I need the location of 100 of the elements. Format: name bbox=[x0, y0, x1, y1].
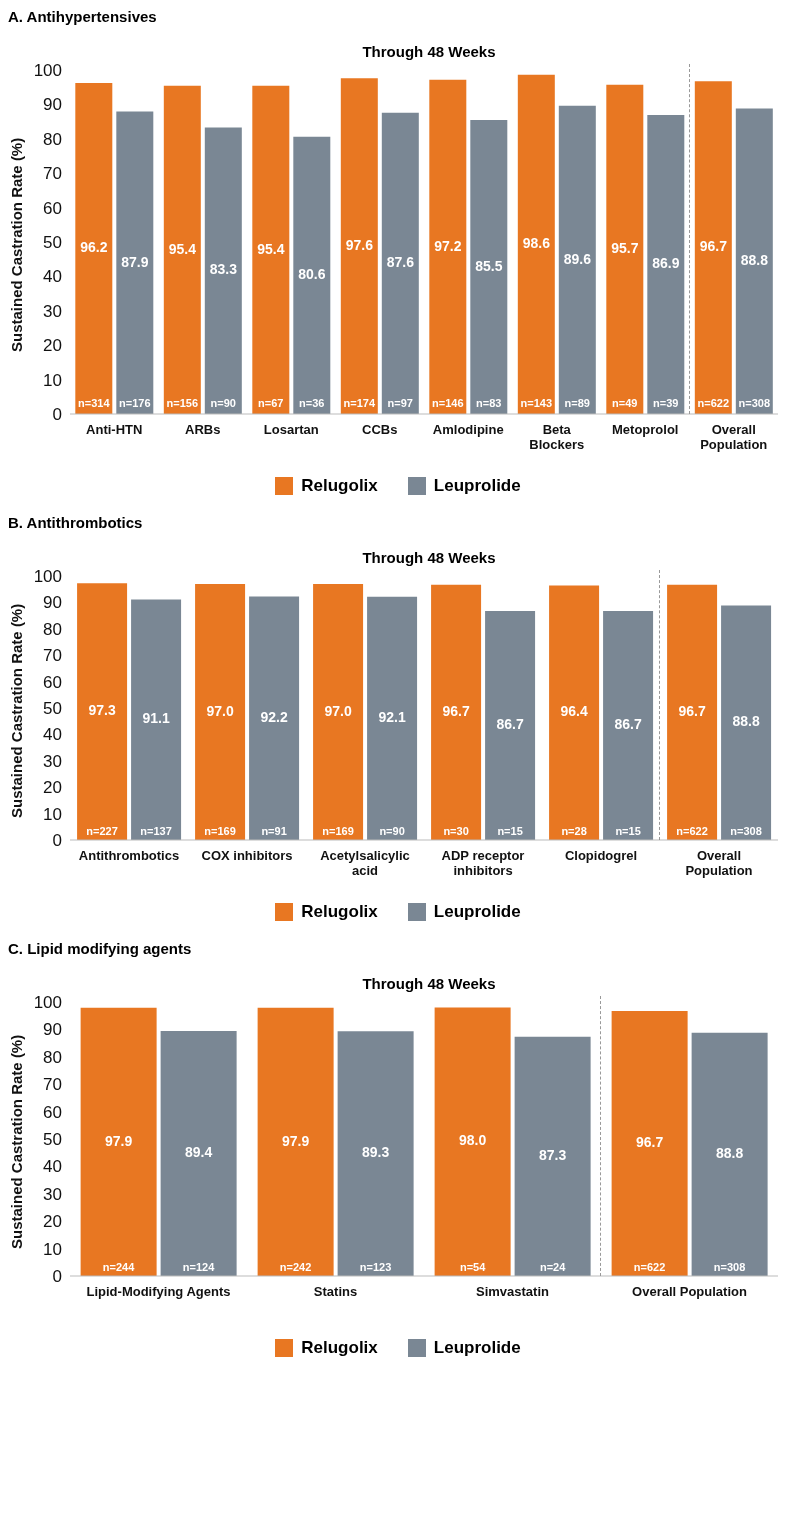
data-label: 88.8 bbox=[715, 1145, 744, 1162]
y-tick-label: 30 bbox=[43, 751, 62, 771]
data-label: 83.3 bbox=[209, 261, 238, 278]
y-tick-label: 100 bbox=[33, 993, 62, 1013]
bar bbox=[381, 112, 419, 414]
y-tick-label: 70 bbox=[43, 1075, 62, 1095]
y-tick-label: 20 bbox=[43, 336, 62, 356]
y-tick-label: 0 bbox=[52, 1267, 62, 1287]
annotation: n=146 bbox=[432, 396, 464, 409]
annotation: n=308 bbox=[713, 1260, 746, 1273]
annotation: n=242 bbox=[279, 1260, 312, 1273]
x-tick-label: ADP receptor inhibitors bbox=[441, 848, 525, 878]
data-label: 92.1 bbox=[378, 709, 406, 726]
bar bbox=[116, 111, 154, 414]
bar bbox=[163, 85, 201, 414]
annotation: n=90 bbox=[210, 396, 237, 409]
data-label: 97.0 bbox=[206, 702, 234, 719]
data-label: 91.1 bbox=[142, 710, 170, 727]
annotation: n=156 bbox=[166, 396, 199, 409]
y-tick-label: 100 bbox=[33, 567, 62, 587]
x-tick-label: Overall Population bbox=[632, 1284, 747, 1299]
x-tick-label: Overall Population bbox=[685, 848, 753, 878]
annotation: n=83 bbox=[476, 396, 502, 409]
chart-subtitle: Through 48 Weeks bbox=[361, 975, 497, 992]
data-label: 97.6 bbox=[345, 236, 374, 253]
x-tick-label: COX inhibitors bbox=[201, 848, 293, 863]
data-label: 97.3 bbox=[88, 702, 116, 719]
x-tick-label: Acetylsalicylic acid bbox=[320, 848, 410, 878]
y-tick-label: 100 bbox=[33, 61, 62, 81]
x-tick-label: Amlodipine bbox=[432, 422, 504, 437]
data-label: 98.0 bbox=[458, 1132, 487, 1149]
data-label: 86.7 bbox=[614, 716, 642, 733]
y-tick-label: 40 bbox=[43, 725, 62, 745]
x-tick-label: Losartan bbox=[263, 422, 319, 437]
data-label: 96.7 bbox=[442, 703, 470, 720]
x-tick-label: ARBs bbox=[185, 422, 221, 437]
bar bbox=[429, 79, 467, 414]
data-label: 96.7 bbox=[635, 1134, 664, 1151]
x-tick-label: Clopidogrel bbox=[564, 848, 638, 863]
y-tick-label: 90 bbox=[43, 95, 62, 115]
y-tick-label: 80 bbox=[43, 619, 62, 639]
data-label: 88.8 bbox=[732, 713, 760, 730]
bar bbox=[470, 119, 508, 414]
y-tick-label: 20 bbox=[43, 778, 62, 798]
data-label: 95.4 bbox=[168, 240, 197, 257]
annotation: n=91 bbox=[261, 824, 287, 837]
data-label: 85.5 bbox=[475, 257, 503, 274]
legend-label: Relugolix bbox=[300, 902, 378, 922]
data-label: 87.3 bbox=[538, 1147, 567, 1164]
y-tick-label: 80 bbox=[43, 129, 62, 149]
y-tick-label: 10 bbox=[43, 1239, 62, 1259]
annotation: n=622 bbox=[697, 396, 730, 409]
y-tick-label: 30 bbox=[43, 301, 62, 321]
y-tick-label: 90 bbox=[43, 1020, 62, 1040]
annotation: n=137 bbox=[140, 824, 172, 837]
y-tick-label: 60 bbox=[43, 198, 62, 218]
y-tick-label: 70 bbox=[43, 646, 62, 666]
annotation: n=169 bbox=[204, 824, 236, 837]
data-label: 96.7 bbox=[678, 703, 706, 720]
bar bbox=[606, 84, 644, 414]
annotation: n=227 bbox=[86, 824, 118, 837]
annotation: n=123 bbox=[359, 1260, 392, 1273]
data-label: 92.2 bbox=[260, 709, 288, 725]
bar bbox=[514, 1036, 591, 1276]
annotation: n=622 bbox=[633, 1260, 666, 1273]
annotation: n=67 bbox=[258, 396, 284, 409]
data-label: 96.4 bbox=[560, 703, 588, 720]
annotation: n=97 bbox=[387, 396, 414, 409]
data-label: 95.4 bbox=[257, 240, 285, 257]
data-label: 89.4 bbox=[184, 1144, 213, 1161]
y-tick-label: 10 bbox=[43, 370, 62, 390]
bar bbox=[735, 108, 773, 414]
bar bbox=[340, 78, 378, 414]
data-label: 89.3 bbox=[361, 1144, 390, 1161]
annotation: n=124 bbox=[182, 1260, 216, 1273]
annotation: n=622 bbox=[676, 824, 708, 837]
chart-subtitle: Through 48 Weeks bbox=[361, 549, 497, 566]
annotation: n=54 bbox=[459, 1260, 487, 1273]
annotation: n=176 bbox=[119, 396, 151, 409]
x-tick-label: Anti-HTN bbox=[86, 422, 143, 437]
annotation: n=28 bbox=[561, 824, 587, 837]
annotation: n=15 bbox=[497, 824, 523, 837]
x-tick-label: Overall Population bbox=[700, 422, 768, 452]
annotation: n=39 bbox=[653, 396, 679, 409]
annotation: n=24 bbox=[539, 1260, 567, 1273]
bar bbox=[517, 74, 555, 414]
bar bbox=[694, 81, 732, 414]
annotation: n=244 bbox=[102, 1260, 136, 1273]
annotation: n=15 bbox=[615, 824, 641, 837]
data-label: 97.0 bbox=[324, 702, 352, 719]
annotation: n=314 bbox=[78, 396, 111, 409]
legend-label: Leuprolide bbox=[432, 1338, 521, 1358]
y-tick-label: 0 bbox=[52, 405, 62, 425]
legend-label: Leuprolide bbox=[432, 902, 521, 922]
y-tick-label: 60 bbox=[43, 672, 62, 692]
data-label: 89.6 bbox=[563, 250, 592, 267]
bar bbox=[257, 1007, 334, 1276]
x-tick-label: Statins bbox=[313, 1284, 358, 1299]
y-tick-label: 0 bbox=[52, 831, 62, 851]
data-label: 97.9 bbox=[281, 1132, 310, 1149]
